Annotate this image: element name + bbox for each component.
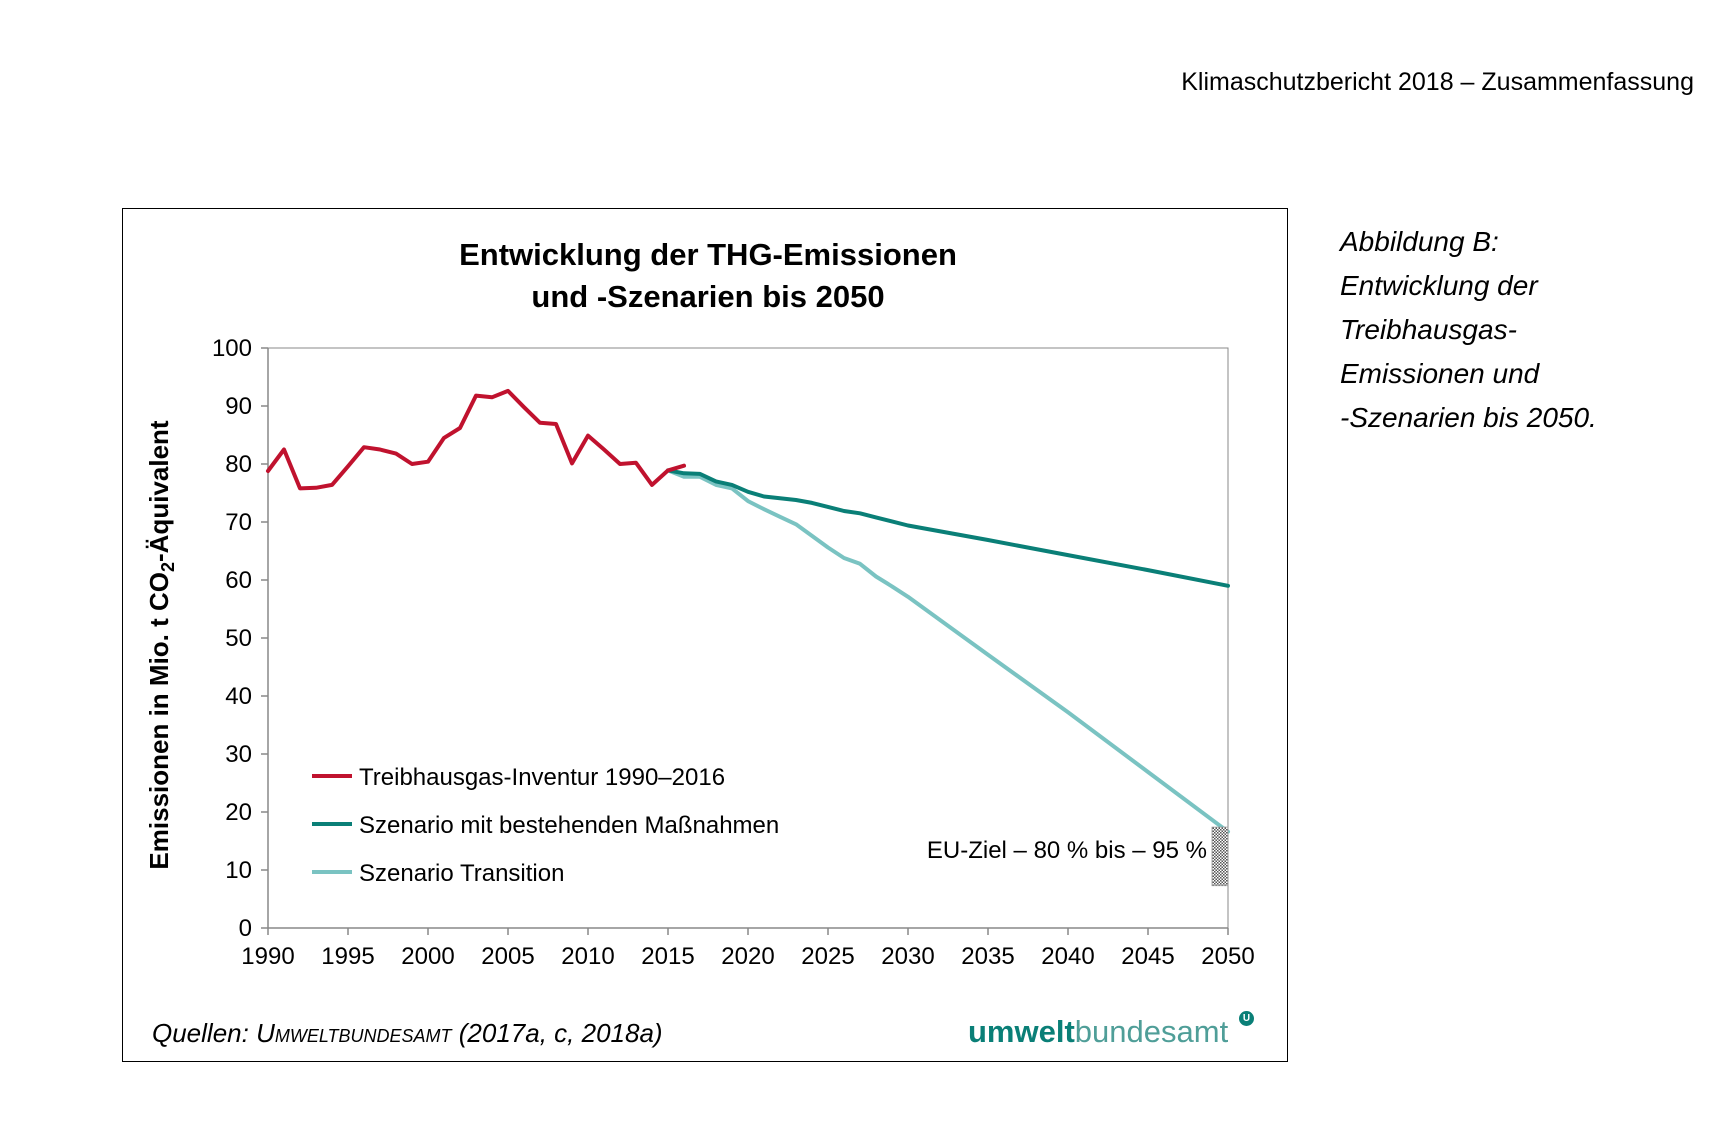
source-suffix: (2017a, c, 2018a) (451, 1018, 663, 1048)
y-axis-label-subscript: 2 (158, 562, 178, 572)
x-tick-label: 2005 (481, 943, 534, 970)
logo-mark-icon: U (1239, 1011, 1254, 1026)
y-tick-label: 90 (225, 393, 252, 420)
caption-line: Entwicklung der (1340, 270, 1538, 301)
x-tick-label: 1990 (241, 943, 294, 970)
x-tick-label: 2025 (801, 943, 854, 970)
y-ticks: 0 10 20 30 40 50 60 70 80 90 100 (212, 335, 268, 942)
x-tick-label: 2020 (721, 943, 774, 970)
chart-title-line2: und -Szenarien bis 2050 (531, 279, 884, 314)
y-tick-label: 100 (212, 335, 252, 362)
caption-line: Abbildung B: (1340, 226, 1499, 257)
legend-label-transition: Szenario Transition (359, 860, 564, 887)
x-tick-label: 1995 (321, 943, 374, 970)
transition-scenario-line (666, 468, 1230, 834)
y-tick-label: 0 (239, 915, 252, 942)
x-tick-label: 2000 (401, 943, 454, 970)
caption-line: Treibhausgas- (1340, 314, 1517, 345)
source-citation: Quellen: Umweltbundesamt (2017a, c, 2018… (152, 1018, 663, 1049)
source-org: Umweltbundesamt (256, 1018, 452, 1048)
y-tick-label: 20 (225, 799, 252, 826)
chart-title-line1: Entwicklung der THG-Emissionen (459, 237, 957, 272)
x-tick-label: 2015 (641, 943, 694, 970)
umweltbundesamt-logo: umweltbundesamt (968, 1014, 1228, 1050)
legend-label-wem: Szenario mit bestehenden Maßnahmen (359, 812, 779, 839)
series-layer (266, 388, 1230, 834)
y-axis-label-suffix: -Äquivalent (144, 420, 174, 562)
y-tick-label: 30 (225, 741, 252, 768)
source-prefix: Quellen: (152, 1018, 257, 1048)
y-tick-label: 50 (225, 625, 252, 652)
x-tick-label: 2040 (1041, 943, 1094, 970)
x-tick-label: 2050 (1201, 943, 1254, 970)
x-tick-label: 2035 (961, 943, 1014, 970)
logo-regular-part: bundesamt (1074, 1014, 1229, 1049)
emissions-chart: Entwicklung der THG-Emissionen und -Szen… (144, 237, 1255, 970)
y-tick-label: 60 (225, 567, 252, 594)
y-tick-label: 80 (225, 451, 252, 478)
x-tick-label: 2030 (881, 943, 934, 970)
figure-caption: Abbildung B: Entwicklung der Treibhausga… (1340, 220, 1597, 440)
y-tick-label: 70 (225, 509, 252, 536)
y-tick-label: 10 (225, 857, 252, 884)
x-tick-label: 2045 (1121, 943, 1174, 970)
y-axis-label: Emissionen in Mio. t CO2-Äquivalent (144, 420, 178, 870)
caption-line: Emissionen und (1340, 358, 1540, 389)
wem-scenario-line (666, 468, 1230, 588)
eu-target-band (1211, 826, 1229, 887)
logo-bold-part: umwelt (968, 1014, 1075, 1049)
figure-frame (122, 208, 1288, 1062)
eu-target-label: EU-Ziel – 80 % bis – 95 % (927, 837, 1207, 864)
y-axis-label-prefix: Emissionen in Mio. t CO (144, 572, 174, 870)
legend: Treibhausgas-Inventur 1990–2016 Szenario… (312, 764, 779, 887)
inventory-series-line (266, 388, 686, 491)
legend-label-inventory: Treibhausgas-Inventur 1990–2016 (359, 764, 725, 791)
document-header: Klimaschutzbericht 2018 – Zusammenfassun… (1181, 68, 1694, 96)
x-ticks: 1990 1995 2000 2005 2010 2015 2020 2025 2030 2035… (241, 928, 1255, 970)
y-tick-label: 40 (225, 683, 252, 710)
caption-line: -Szenarien bis 2050. (1340, 402, 1597, 433)
x-tick-label: 2010 (561, 943, 614, 970)
